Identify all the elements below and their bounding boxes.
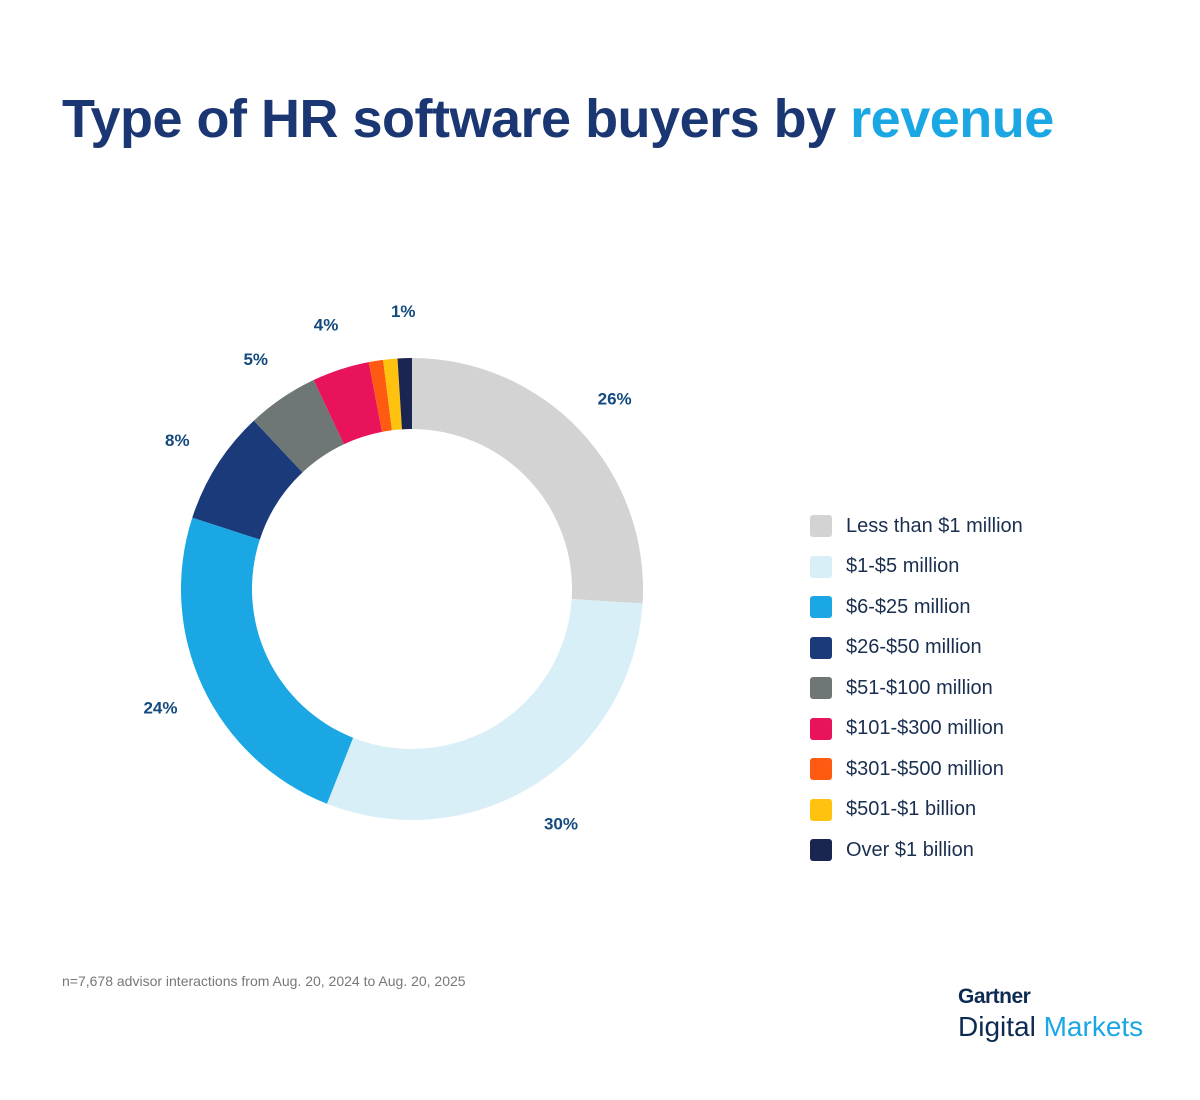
legend-item: $1-$5 million	[810, 547, 1023, 588]
legend-label: $301-$500 million	[846, 757, 1004, 780]
legend-item: $501-$1 billion	[810, 790, 1023, 831]
legend-swatch	[810, 515, 832, 538]
data-label-8: 1%	[391, 302, 416, 321]
legend-swatch	[810, 717, 832, 740]
slice-5	[313, 362, 383, 445]
legend-label: $6-$25 million	[846, 595, 971, 618]
logo-markets: Markets	[1043, 1011, 1144, 1042]
legend-label: $26-$50 million	[846, 636, 982, 659]
data-label-0: 26%	[598, 390, 632, 409]
data-label-4: 5%	[243, 350, 268, 369]
legend-item: $6-$25 million	[810, 587, 1023, 628]
legend-item: Less than $1 million	[810, 506, 1023, 547]
chart-title: Type of HR software buyers by revenue	[62, 88, 1054, 150]
legend-swatch	[810, 677, 832, 700]
slice-3	[192, 420, 303, 540]
slice-1	[326, 599, 643, 820]
legend-swatch	[810, 596, 832, 619]
legend-item: $301-$500 million	[810, 749, 1023, 790]
legend-item: Over $1 billion	[810, 830, 1023, 871]
legend-swatch	[810, 636, 832, 659]
legend-swatch	[810, 555, 832, 578]
legend-swatch	[810, 839, 832, 862]
slice-8	[397, 358, 412, 430]
footnote: n=7,678 advisor interactions from Aug. 2…	[62, 973, 466, 989]
title-accent: revenue	[850, 89, 1054, 149]
logo-digital-markets: Digital Markets	[958, 1011, 1143, 1043]
legend-swatch	[810, 798, 832, 821]
legend-item: $26-$50 million	[810, 628, 1023, 669]
slice-2	[181, 517, 354, 804]
logo-digital: Digital	[958, 1011, 1036, 1042]
data-label-1: 30%	[544, 815, 578, 834]
legend: Less than $1 million $1-$5 million $6-$25 …	[810, 506, 1023, 871]
slice-0	[412, 358, 643, 604]
legend-swatch	[810, 758, 832, 781]
data-label-2: 24%	[143, 698, 177, 717]
slice-7	[383, 358, 402, 431]
title-main: Type of HR software buyers by	[62, 89, 851, 149]
slices	[181, 358, 643, 820]
legend-label: $51-$100 million	[846, 676, 993, 699]
legend-label: $501-$1 billion	[846, 798, 977, 821]
slice-4	[253, 379, 344, 473]
gartner-logo: Gartner Digital Markets	[958, 985, 1143, 1043]
legend-label: $101-$300 million	[846, 717, 1004, 740]
legend-label: $1-$5 million	[846, 555, 960, 578]
legend-label: Less than $1 million	[846, 514, 1023, 537]
legend-item: $51-$100 million	[810, 668, 1023, 709]
data-label-5: 4%	[314, 316, 339, 335]
data-label-3: 8%	[165, 431, 190, 450]
logo-gartner: Gartner	[958, 985, 1031, 1008]
legend-label: Over $1 billion	[846, 838, 974, 861]
slice-6	[368, 359, 392, 432]
data-labels: 26% 30% 24% 8% 5% 4% 1%	[143, 302, 631, 834]
legend-item: $101-$300 million	[810, 709, 1023, 750]
